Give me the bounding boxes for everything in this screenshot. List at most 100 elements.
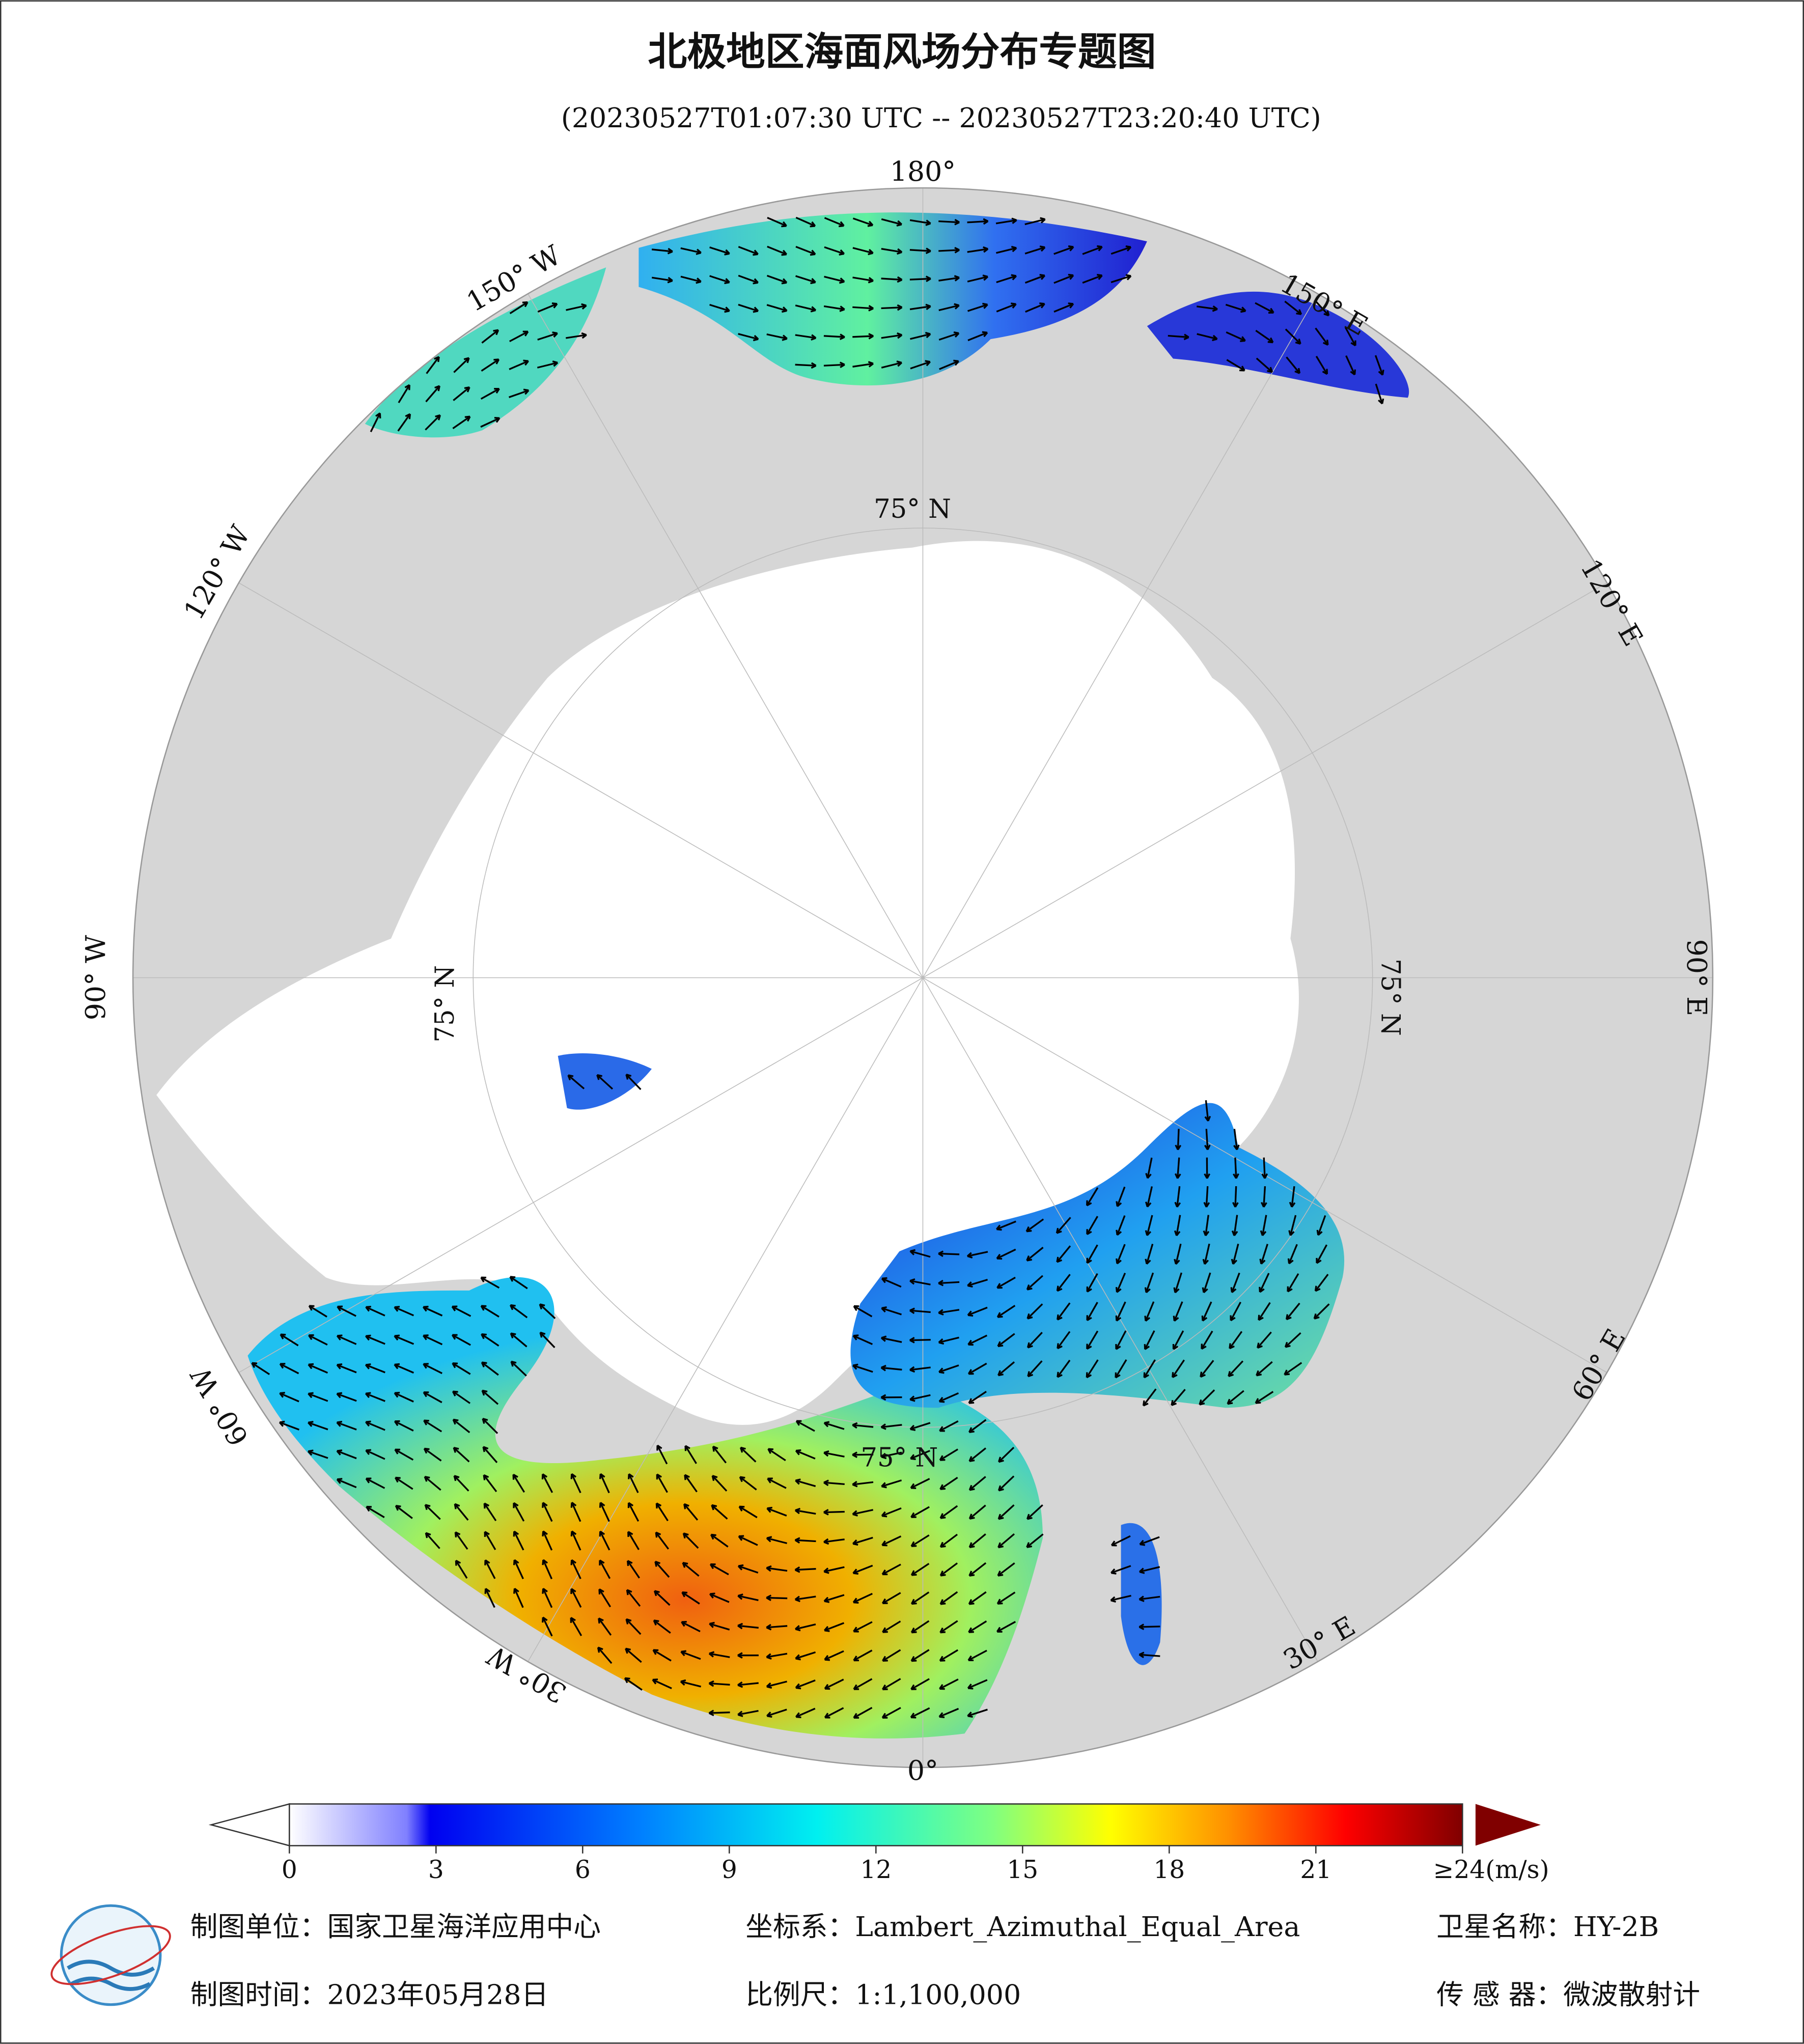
wind-arrow bbox=[599, 1502, 610, 1522]
wind-arrow bbox=[939, 1533, 958, 1548]
wind-arrow bbox=[853, 1706, 873, 1719]
wind-arrow bbox=[794, 1595, 816, 1603]
wind-arrow bbox=[1289, 1186, 1296, 1208]
wind-arrow bbox=[394, 1420, 414, 1432]
wind-arrow bbox=[708, 1651, 730, 1658]
wind-arrow bbox=[1284, 1332, 1301, 1348]
wind-arrow bbox=[1228, 1360, 1244, 1377]
wind-arrow bbox=[939, 1649, 959, 1662]
sea-ice bbox=[156, 541, 1299, 1425]
wind-arrow bbox=[1233, 1129, 1240, 1151]
wind-arrow bbox=[1259, 1273, 1270, 1293]
wind-arrow bbox=[1086, 1359, 1099, 1379]
wind-arrow bbox=[451, 1334, 471, 1346]
wind-arrow bbox=[766, 1594, 788, 1602]
wind-arrow bbox=[710, 1533, 729, 1548]
wind-arrow bbox=[824, 1622, 845, 1632]
wind-arrow bbox=[910, 331, 931, 340]
wind-arrow bbox=[737, 1681, 759, 1688]
wind-arrow bbox=[539, 1303, 556, 1319]
wind-arrow bbox=[1086, 1330, 1099, 1350]
wind-arrow bbox=[823, 333, 845, 341]
colorbar-tick-label: 15 bbox=[1007, 1856, 1038, 1884]
wind-arrow bbox=[938, 1309, 960, 1315]
wind-arrow bbox=[1111, 1565, 1131, 1575]
wind-arrow bbox=[1257, 1331, 1272, 1349]
wind-arrow bbox=[1204, 1100, 1211, 1122]
wind-arrow bbox=[1284, 1362, 1302, 1376]
wind-arrow bbox=[1173, 1301, 1183, 1322]
wind-arrow bbox=[628, 1473, 639, 1493]
wind-arrow bbox=[996, 1220, 1016, 1231]
colorbar: 0 3 6 9 12 15 18 21 ≥24(m/s) bbox=[208, 1803, 1549, 1884]
wind-arrow bbox=[910, 1450, 930, 1460]
wind-arrow bbox=[1314, 1274, 1329, 1292]
wind-arrow bbox=[880, 1335, 902, 1343]
wind-arrow bbox=[766, 1623, 788, 1631]
colorbar-tick-label: 6 bbox=[575, 1856, 591, 1884]
wind-arrow bbox=[370, 412, 381, 433]
wind-arrow bbox=[880, 1451, 902, 1460]
wind-arrow bbox=[683, 1503, 699, 1521]
wind-arrow bbox=[1139, 1595, 1160, 1602]
wind-arrow bbox=[739, 1446, 757, 1463]
wind-arrow bbox=[366, 1505, 385, 1518]
wind-arrow bbox=[1139, 1651, 1160, 1659]
wind-arrow bbox=[938, 1392, 959, 1403]
wind-arrow bbox=[1024, 217, 1046, 226]
wind-arrow bbox=[967, 331, 988, 342]
wind-arrow bbox=[1285, 1302, 1300, 1321]
wind-arrow bbox=[365, 1334, 385, 1345]
wind-arrow bbox=[1115, 1301, 1126, 1322]
wind-arrow bbox=[1226, 331, 1246, 342]
wind-arrow bbox=[484, 1531, 496, 1550]
wind-field-barents bbox=[850, 1103, 1345, 1408]
wind-arrow bbox=[279, 1420, 300, 1431]
wind-arrow bbox=[681, 1621, 701, 1633]
wind-arrow bbox=[794, 1537, 816, 1544]
wind-arrow bbox=[336, 1334, 357, 1345]
wind-arrow bbox=[880, 1394, 902, 1401]
wind-arrow bbox=[394, 1334, 414, 1345]
wind-arrow bbox=[398, 384, 410, 403]
wind-arrow bbox=[882, 1649, 901, 1662]
wind-arrow bbox=[996, 1248, 1016, 1260]
wind-arrow bbox=[1026, 1504, 1043, 1520]
wind-arrow bbox=[709, 1621, 730, 1631]
wind-arrow bbox=[938, 1336, 959, 1345]
wind-arrow bbox=[882, 1620, 901, 1633]
wind-arrow bbox=[795, 216, 816, 228]
wind-arrow bbox=[1025, 302, 1045, 313]
wind-arrow bbox=[737, 1593, 759, 1601]
wind-arrow bbox=[599, 1473, 610, 1494]
wind-arrow bbox=[480, 416, 501, 428]
wind-arrow bbox=[452, 1362, 471, 1375]
wind-arrow bbox=[795, 304, 817, 313]
wind-arrow bbox=[795, 334, 817, 341]
wind-arrow bbox=[542, 1616, 553, 1637]
wind-arrow bbox=[852, 1564, 873, 1575]
wind-arrow bbox=[881, 1277, 902, 1288]
wind-arrow bbox=[1261, 1157, 1268, 1179]
wind-arrow bbox=[767, 217, 787, 228]
wind-arrow bbox=[1026, 1246, 1044, 1262]
wind-arrow bbox=[482, 1446, 498, 1463]
wind-arrow bbox=[480, 1276, 500, 1289]
wind-arrow bbox=[909, 247, 931, 255]
wind-arrow bbox=[1144, 1272, 1154, 1294]
colorbar-tick-label: 0 bbox=[282, 1856, 297, 1884]
wind-arrow bbox=[910, 1678, 930, 1690]
wind-arrow bbox=[537, 360, 559, 369]
wind-arrow bbox=[1057, 1359, 1071, 1378]
wind-arrow bbox=[279, 1392, 299, 1403]
wind-arrow bbox=[1115, 1330, 1127, 1350]
wind-arrow bbox=[394, 1391, 414, 1403]
wind-arrow bbox=[570, 1588, 582, 1608]
wind-arrow bbox=[397, 413, 411, 432]
wind-arrow bbox=[1225, 303, 1246, 313]
meridian bbox=[238, 582, 923, 978]
wind-arrow bbox=[1232, 1186, 1239, 1208]
wind-arrow bbox=[1056, 1217, 1071, 1234]
wind-arrow bbox=[394, 1306, 414, 1317]
wind-arrow bbox=[1172, 1359, 1185, 1378]
